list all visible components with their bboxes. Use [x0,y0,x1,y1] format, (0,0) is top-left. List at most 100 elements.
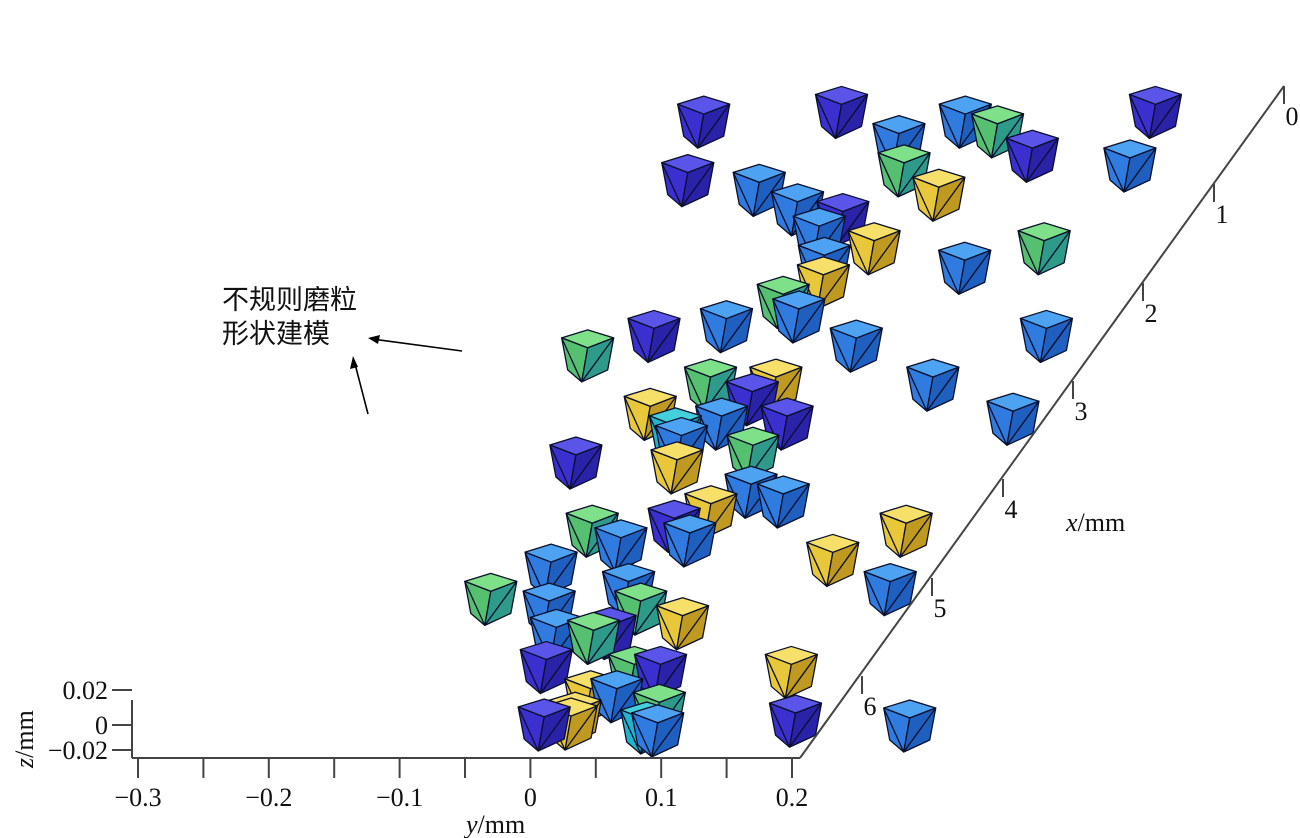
grain-edge-line [970,113,993,159]
grain [829,319,883,373]
grain-edge-line [776,483,810,529]
grain-edge-line [647,318,681,363]
grain-edge-line [772,298,794,344]
grain-edge-line [655,605,678,651]
grain-edge-line [883,707,905,753]
grain [732,163,786,217]
grain-edge-line [681,162,715,207]
grains-layer [464,85,1183,758]
z-tick-label: 0 [95,711,108,740]
grain-edge-line [897,152,931,198]
grain-edge-line [932,176,966,222]
x-axis-unit: /mm [1078,508,1126,537]
y-axis-unit: /mm [478,810,526,838]
grain-edge-line [764,654,786,699]
grain [655,597,710,651]
grain [938,241,992,295]
grain-edge-line [768,702,791,748]
grain [517,698,571,752]
x-axis-line [799,85,1285,759]
grain [1103,139,1157,193]
grain [1005,129,1059,183]
grain [1019,309,1074,364]
grain-edge-line [1103,147,1125,193]
grain [561,329,615,383]
grain [1128,85,1183,140]
grain [699,300,754,354]
annotation-arrow-2 [353,359,369,415]
annotation-arrowhead-2 [350,356,358,369]
grain-edge-line [958,249,992,295]
x-axis-title: x/mm [1065,508,1125,537]
grain-edge-line [1148,94,1182,139]
grain-edge-line [631,712,653,758]
grain-edge-line [537,706,571,752]
grain-edge-line [634,590,668,636]
x-axis-var: x [1065,508,1078,537]
grain-edge-line [663,522,685,568]
grain-edge-line [677,103,699,149]
grain-edge-line [1006,400,1040,446]
grain [879,504,933,558]
grain-edge-line [623,396,645,441]
grain [631,704,685,758]
grain-edge-line [792,298,826,344]
annotation-arrowhead-1 [368,335,380,344]
grain [1017,222,1071,276]
annotation: 不规则磨粒 形状建模 [222,285,463,415]
grain-edge-line [561,337,583,383]
grain [772,290,826,344]
grain-edge-line [938,249,960,295]
y-tick-label: −0.2 [245,783,292,812]
grain-edge-line [826,542,860,587]
z-axis-title: z/mm [10,710,39,769]
grain-edge-line [906,366,928,412]
grain-edge-line [847,230,869,276]
grain [764,645,818,700]
grain [814,85,869,140]
grain-edge-line [1025,137,1059,183]
grain-edge-line [899,512,933,558]
grain [986,392,1040,446]
grain [683,358,738,412]
grain-edge-line [676,605,710,651]
grain-edge-line [565,512,587,558]
grain [627,309,681,364]
annotation-arrow-1 [371,338,463,352]
grain-edge-line [647,508,669,553]
grain [594,519,648,573]
grain-edge-line [650,449,672,495]
grain-edge-line [1019,318,1042,363]
grain-edge-line [627,318,649,363]
z-axis-var: z [10,758,39,769]
grain [906,358,960,412]
grain-edge-line [519,649,541,694]
x-tick-label: 3 [1075,397,1088,426]
grain [663,514,717,568]
grain [877,144,931,198]
y-tick-label: −0.3 [114,783,161,812]
grain-edge-line [651,712,685,758]
grain-edge-line [661,162,683,207]
grain-edge-line [569,444,603,490]
grain-edge-line [770,191,793,237]
grain-edge-line [912,176,934,222]
grain [760,397,814,451]
grain [883,699,937,753]
grain [863,563,917,617]
x-tick-label: 0 [1286,102,1299,131]
grain-edge-line [566,620,589,665]
grain-edge-line [581,337,615,383]
x-ticks: 0 1 2 3 4 5 6 [861,86,1299,721]
grain [661,153,715,208]
grain-edge-line [610,678,644,724]
grain-edge-line [745,381,779,427]
grain-edge-line [732,172,754,217]
z-tick-label: −0.02 [48,736,108,765]
y-axis-var: y [463,810,478,838]
grain-edge-line [877,152,899,198]
grain-edge-line [517,706,539,752]
x-tick-label: 1 [1216,200,1229,229]
grain [912,168,966,222]
